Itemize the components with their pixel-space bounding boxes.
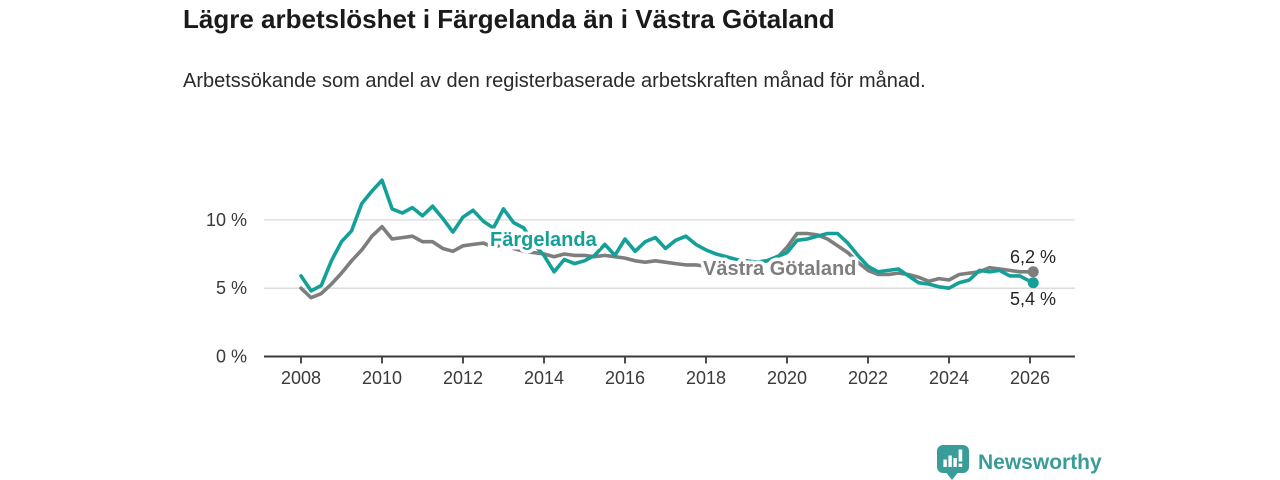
series-line-fargelanda bbox=[299, 178, 1035, 293]
newsworthy-bar-chart-badge-icon bbox=[937, 445, 969, 480]
y-tick-label: 10 % bbox=[206, 210, 247, 230]
series-end-dot-fargelanda bbox=[1027, 277, 1039, 289]
chart-subtitle: Arbetssökande som andel av den registerb… bbox=[183, 70, 926, 92]
series-label-fargelanda: Färgelanda bbox=[490, 229, 598, 251]
series-line-vastra-gotaland bbox=[299, 224, 1035, 300]
end-value-label-vastra-gotaland: 6,2 % bbox=[1010, 247, 1056, 267]
end-value-label-fargelanda: 5,4 % bbox=[1010, 289, 1056, 309]
x-tick-label: 2012 bbox=[443, 368, 483, 388]
series-end-dot-vastra-gotaland bbox=[1027, 266, 1039, 278]
x-tick-label: 2020 bbox=[767, 368, 807, 388]
x-tick-label: 2026 bbox=[1010, 368, 1050, 388]
newsworthy-logo: Newsworthy bbox=[937, 445, 1102, 480]
x-tick-label: 2016 bbox=[605, 368, 645, 388]
x-tick-label: 2008 bbox=[281, 368, 321, 388]
newsworthy-logo-text: Newsworthy bbox=[978, 451, 1102, 474]
x-tick-label: 2014 bbox=[524, 368, 564, 388]
chart-title: Lägre arbetslöshet i Färgelanda än i Väs… bbox=[183, 4, 835, 34]
x-tick-label: 2018 bbox=[686, 368, 726, 388]
series-label-vastra-gotaland: Västra Götaland bbox=[703, 258, 856, 280]
y-tick-label: 0 % bbox=[216, 347, 247, 367]
x-tick-label: 2024 bbox=[929, 368, 969, 388]
y-tick-label: 5 % bbox=[216, 278, 247, 298]
x-tick-label: 2010 bbox=[362, 368, 402, 388]
x-tick-label: 2022 bbox=[848, 368, 888, 388]
